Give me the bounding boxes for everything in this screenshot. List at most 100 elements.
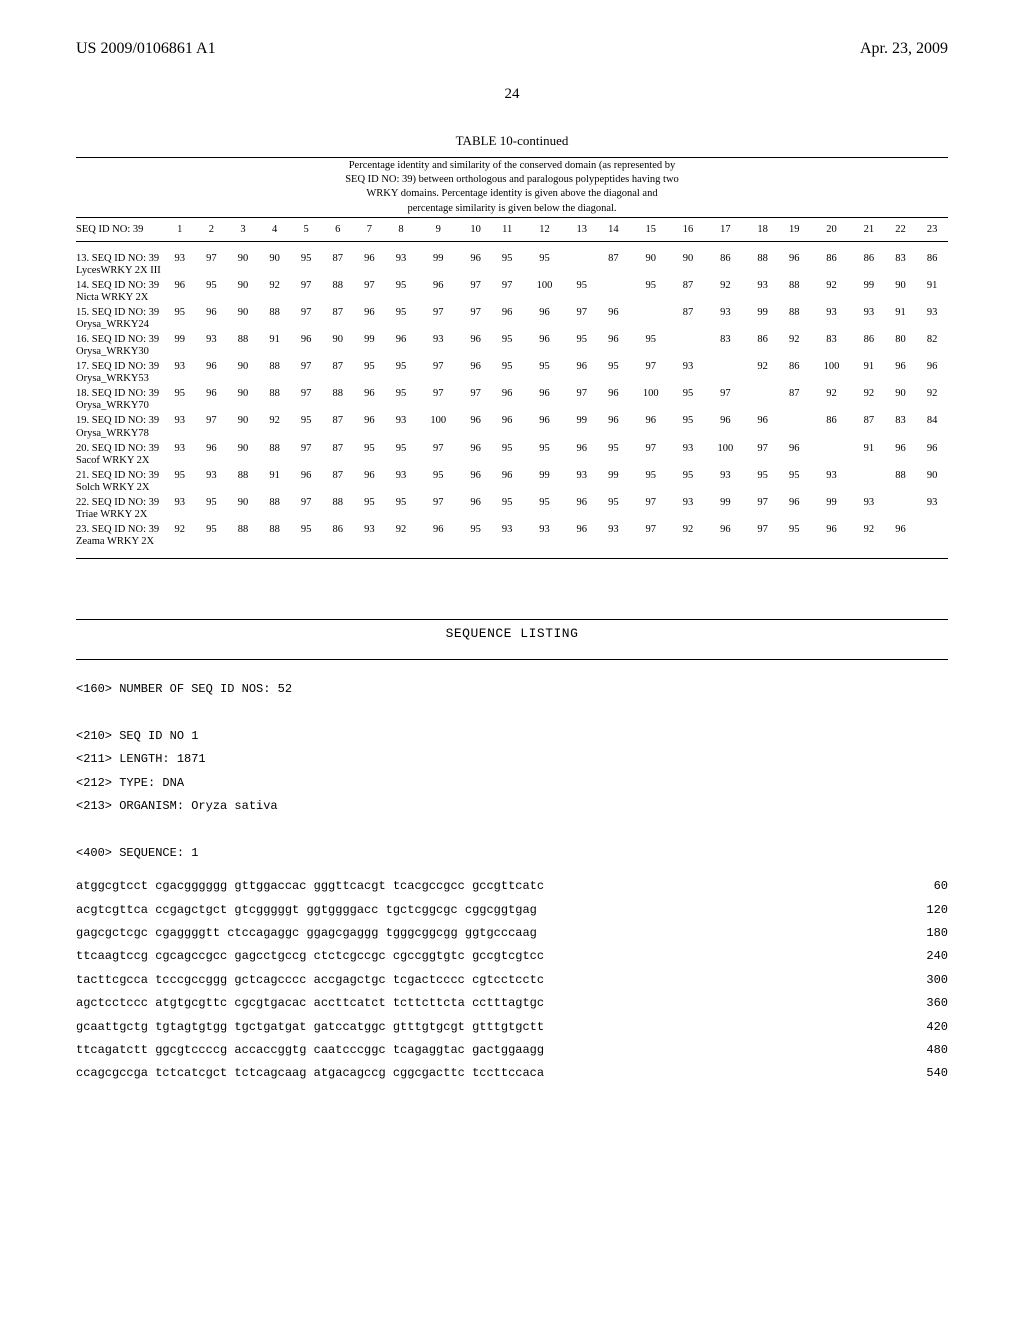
- cell-value: 95: [598, 441, 630, 468]
- sequence-row: atggcgtcct cgacgggggg gttggaccac gggttca…: [76, 875, 948, 898]
- sequence-meta: <160> NUMBER OF SEQ ID NOS: 52 <210> SEQ…: [76, 678, 948, 865]
- column-header: 10: [460, 217, 492, 241]
- cell-value: 83: [704, 332, 747, 359]
- cell-value: 90: [227, 305, 259, 332]
- sequence-position: 360: [888, 992, 948, 1015]
- cell-value: 95: [523, 495, 566, 522]
- cell-value: 96: [566, 359, 598, 386]
- cell-value: 96: [778, 251, 810, 278]
- cell-value: 96: [417, 522, 460, 549]
- cell-value: 97: [629, 359, 672, 386]
- cell-value: 86: [747, 332, 779, 359]
- cell-value: 93: [672, 359, 704, 386]
- table-caption: Percentage identity and similarity of th…: [76, 158, 948, 218]
- cell-value: 97: [566, 386, 598, 413]
- cell-value: 90: [227, 251, 259, 278]
- cell-value: 93: [810, 468, 853, 495]
- cell-value: 92: [164, 522, 196, 549]
- cell-value: 99: [417, 251, 460, 278]
- table-row: 18. SEQ ID NO: 39 Orysa_WRKY709596908897…: [76, 386, 948, 413]
- cell-value: 90: [227, 359, 259, 386]
- column-header: 3: [227, 217, 259, 241]
- cell-value: 95: [778, 522, 810, 549]
- column-header: 12: [523, 217, 566, 241]
- cell-value: 96: [164, 278, 196, 305]
- cell-value: 97: [196, 251, 228, 278]
- cell-value: [853, 468, 885, 495]
- cell-value: [916, 522, 948, 549]
- cell-value: 95: [523, 359, 566, 386]
- column-header: 2: [196, 217, 228, 241]
- cell-value: 88: [778, 278, 810, 305]
- cell-value: 86: [810, 413, 853, 440]
- cell-value: 95: [747, 468, 779, 495]
- cell-value: 93: [164, 251, 196, 278]
- row-label: 18. SEQ ID NO: 39 Orysa_WRKY70: [76, 386, 164, 413]
- cell-value: 97: [747, 495, 779, 522]
- cell-value: 83: [885, 251, 917, 278]
- cell-value: 97: [290, 305, 322, 332]
- cell-value: 95: [417, 468, 460, 495]
- cell-value: 96: [354, 305, 386, 332]
- cell-value: 93: [385, 413, 417, 440]
- sequence-text: acgtcgttca ccgagctgct gtcgggggt ggtgggga…: [76, 899, 537, 922]
- cell-value: 96: [385, 332, 417, 359]
- cell-value: 96: [704, 522, 747, 549]
- cell-value: 88: [747, 251, 779, 278]
- similarity-table: Percentage identity and similarity of th…: [76, 157, 948, 559]
- cell-value: 95: [196, 495, 228, 522]
- cell-value: [566, 251, 598, 278]
- cell-value: 92: [778, 332, 810, 359]
- cell-value: 96: [523, 305, 566, 332]
- cell-value: 96: [491, 386, 523, 413]
- cell-value: 93: [853, 495, 885, 522]
- cell-value: 95: [385, 495, 417, 522]
- cell-value: 95: [523, 441, 566, 468]
- cell-value: 90: [227, 413, 259, 440]
- cell-value: 95: [491, 332, 523, 359]
- sequence-position: 120: [888, 899, 948, 922]
- cell-value: 99: [810, 495, 853, 522]
- column-headers-row: SEQ ID NO: 39123456789101112131415161718…: [76, 217, 948, 241]
- cell-value: 95: [629, 278, 672, 305]
- column-header-first: SEQ ID NO: 39: [76, 217, 164, 241]
- cell-value: 87: [322, 468, 354, 495]
- cell-value: 95: [460, 522, 492, 549]
- cell-value: 95: [354, 359, 386, 386]
- cell-value: 88: [227, 522, 259, 549]
- cell-value: 90: [227, 386, 259, 413]
- cell-value: 96: [629, 413, 672, 440]
- cell-value: 93: [164, 359, 196, 386]
- cell-value: 100: [523, 278, 566, 305]
- cell-value: 96: [916, 441, 948, 468]
- page-header: US 2009/0106861 A1 Apr. 23, 2009: [76, 40, 948, 58]
- caption-line: SEQ ID NO: 39) between orthologous and p…: [345, 174, 679, 185]
- cell-value: 96: [747, 413, 779, 440]
- cell-value: 95: [523, 251, 566, 278]
- cell-value: 95: [672, 468, 704, 495]
- cell-value: 87: [322, 305, 354, 332]
- cell-value: 97: [417, 441, 460, 468]
- cell-value: 96: [598, 332, 630, 359]
- cell-value: 90: [885, 278, 917, 305]
- cell-value: 95: [778, 468, 810, 495]
- cell-value: [629, 305, 672, 332]
- cell-value: 93: [853, 305, 885, 332]
- sequence-row: ttcagatctt ggcgtccccg accaccggtg caatccc…: [76, 1039, 948, 1062]
- cell-value: 93: [672, 441, 704, 468]
- cell-value: 93: [164, 441, 196, 468]
- cell-value: 80: [885, 332, 917, 359]
- cell-value: 95: [629, 468, 672, 495]
- cell-value: 96: [196, 359, 228, 386]
- cell-value: 96: [460, 359, 492, 386]
- cell-value: 93: [916, 305, 948, 332]
- cell-value: 96: [491, 413, 523, 440]
- sequence-position: 180: [888, 922, 948, 945]
- cell-value: 95: [290, 522, 322, 549]
- table-row: 20. SEQ ID NO: 39 Sacof WRKY 2X939690889…: [76, 441, 948, 468]
- cell-value: 96: [460, 468, 492, 495]
- row-label: 13. SEQ ID NO: 39 LycesWRKY 2X III: [76, 251, 164, 278]
- cell-value: 90: [259, 251, 291, 278]
- cell-value: 83: [885, 413, 917, 440]
- cell-value: 97: [566, 305, 598, 332]
